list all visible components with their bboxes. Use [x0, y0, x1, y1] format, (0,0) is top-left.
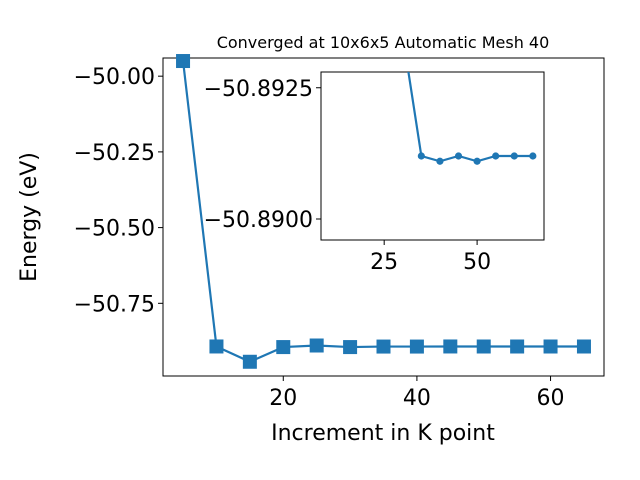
inset-data-point: [492, 152, 500, 160]
inset-series-group: [407, 72, 537, 165]
chart-title: Converged at 10x6x5 Automatic Mesh 40: [217, 33, 550, 52]
y-axis-label: Energy (eV): [17, 152, 42, 282]
main-data-point: [276, 340, 291, 355]
main-x-tick-label: 40: [403, 386, 431, 411]
main-data-point: [510, 339, 525, 354]
inset-x-tick-label: 25: [370, 250, 398, 275]
x-axis-label: Increment in K point: [271, 421, 495, 446]
inset-data-point: [473, 157, 481, 165]
main-data-point: [576, 339, 591, 354]
main-x-tick-label: 20: [269, 386, 297, 411]
inset-y-tick-label: −50.8925: [204, 77, 313, 102]
inset-series: [407, 72, 537, 165]
main-y-tick-label: −50.75: [74, 292, 155, 317]
main-y-ticks: −50.00 −50.25 −50.50 −50.75: [74, 65, 163, 317]
main-data-point: [543, 339, 558, 354]
main-y-tick-label: −50.50: [74, 217, 155, 242]
inset-data-point: [436, 157, 444, 165]
main-data-point: [309, 338, 324, 353]
main-y-tick-label: −50.25: [74, 141, 155, 166]
inset-x-tick-label: 50: [463, 250, 491, 275]
inset-data-point: [417, 152, 425, 160]
inset-x-ticks: 25 50: [370, 240, 491, 275]
main-data-point: [476, 339, 491, 354]
inset-data-point: [510, 152, 518, 160]
inset-y-ticks: −50.8925 −50.8900: [204, 77, 321, 233]
inset-data-point: [454, 152, 463, 160]
main-data-point: [443, 339, 458, 354]
main-data-point: [209, 339, 224, 354]
main-y-tick-label: −50.00: [74, 65, 155, 90]
main-series: [176, 54, 591, 369]
inset-y-tick-label: −50.8900: [204, 208, 313, 233]
main-data-point: [343, 340, 358, 355]
main-x-ticks: 20 40 60: [269, 376, 565, 411]
main-data-point: [376, 339, 391, 354]
main-data-point: [176, 54, 191, 69]
inset-data-point: [529, 152, 537, 160]
main-data-point: [242, 354, 257, 369]
main-data-point: [409, 339, 424, 354]
inset-axes: 25 50 −50.8925 −50.8900: [204, 71, 545, 275]
main-x-tick-label: 60: [537, 386, 565, 411]
